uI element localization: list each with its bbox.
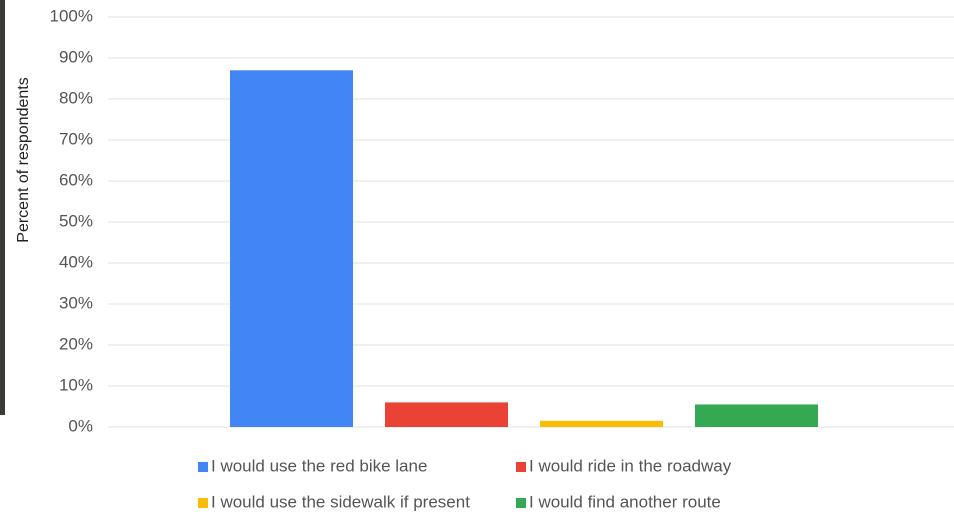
bar bbox=[230, 70, 353, 428]
bar bbox=[695, 404, 818, 427]
y-axis-label: Percent of respondents bbox=[15, 77, 32, 242]
bar bbox=[540, 420, 663, 427]
y-tick-label: 20% bbox=[59, 334, 93, 353]
y-tick-label: 80% bbox=[59, 88, 93, 107]
legend-swatch bbox=[198, 462, 208, 472]
legend-swatch bbox=[516, 462, 526, 472]
photo-edge bbox=[0, 0, 5, 415]
y-tick-label: 70% bbox=[59, 129, 93, 148]
y-tick-label: 60% bbox=[59, 170, 93, 189]
y-tick-label: 90% bbox=[59, 47, 93, 66]
legend-label: I would find another route bbox=[529, 492, 721, 511]
y-tick-label: 50% bbox=[59, 211, 93, 230]
legend-label: I would use the red bike lane bbox=[211, 456, 427, 475]
y-tick-label: 10% bbox=[59, 375, 93, 394]
bar bbox=[385, 402, 508, 427]
legend-label: I would use the sidewalk if present bbox=[211, 492, 470, 511]
legend-swatch bbox=[198, 498, 208, 508]
y-tick-label: 0% bbox=[68, 416, 93, 435]
y-tick-label: 40% bbox=[59, 252, 93, 271]
y-tick-label: 100% bbox=[50, 6, 93, 25]
legend-label: I would ride in the roadway bbox=[529, 456, 732, 475]
y-tick-label: 30% bbox=[59, 293, 93, 312]
legend-swatch bbox=[516, 498, 526, 508]
